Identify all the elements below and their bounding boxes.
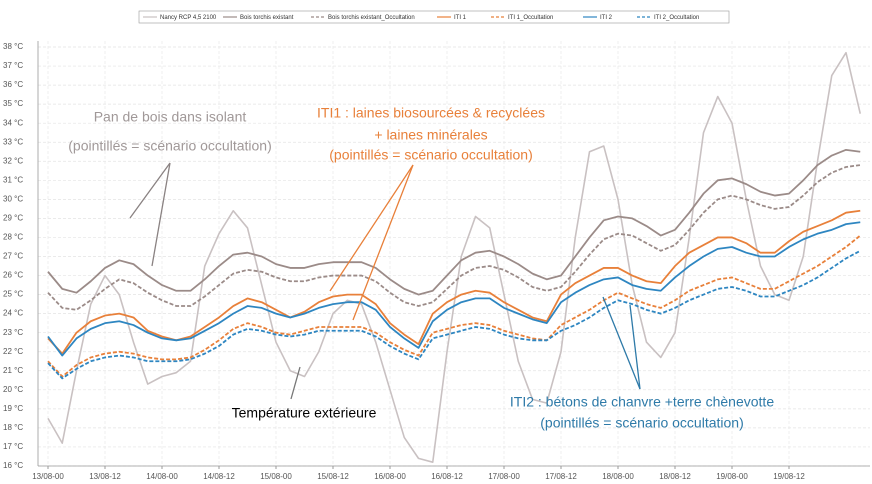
x-tick-label: 16/08-12 [431, 472, 463, 481]
y-tick-label: 26 °C [3, 271, 23, 280]
annotation: Température extérieure [232, 405, 377, 421]
y-tick-label: 27 °C [3, 252, 23, 261]
x-tick-label: 18/08-00 [602, 472, 634, 481]
x-tick-label: 13/08-12 [89, 472, 121, 481]
annotation: ITI1 : laines biosourcées & recyclées [317, 105, 545, 121]
annotation: + laines minérales [374, 127, 487, 143]
arrow [352, 164, 414, 321]
y-tick-label: 29 °C [3, 214, 23, 223]
series-line [47, 234, 861, 378]
x-tick-label: 17/08-00 [488, 472, 520, 481]
y-tick-label: 19 °C [3, 404, 23, 413]
y-tick-label: 36 °C [3, 80, 23, 89]
arrow [129, 162, 171, 219]
x-tick-label: 18/08-12 [659, 472, 691, 481]
y-tick-label: 22 °C [3, 347, 23, 356]
x-tick-label: 19/08-12 [773, 472, 805, 481]
legend-label: ITI 2 [600, 15, 613, 21]
y-tick-label: 30 °C [3, 194, 23, 203]
x-tick-label: 13/08-00 [32, 472, 64, 481]
y-tick-label: 18 °C [3, 423, 23, 432]
legend-label: Bois torchis existant [240, 15, 294, 21]
legend-box [138, 10, 730, 24]
y-tick-label: 24 °C [3, 309, 23, 318]
series-line [47, 249, 861, 380]
legend-label: ITI 2_Occultation [654, 15, 699, 21]
arrow [151, 162, 171, 267]
y-tick-label: 25 °C [3, 290, 23, 299]
x-tick-label: 14/08-12 [203, 472, 235, 481]
arrow [602, 296, 641, 390]
y-tick-label: 23 °C [3, 328, 23, 337]
legend-label: Nancy RCP 4,5 2100 [160, 15, 217, 21]
y-tick-label: 17 °C [3, 442, 23, 451]
x-tick-label: 16/08-00 [374, 472, 406, 481]
x-tick-label: 15/08-12 [317, 472, 349, 481]
y-tick-label: 34 °C [3, 118, 23, 127]
annotation: ITI2 : bétons de chanvre +terre chènevot… [510, 394, 774, 410]
series-line [47, 164, 861, 311]
legend: Nancy RCP 4,5 2100 Bois torchis existant B… [138, 10, 730, 24]
arrow [629, 304, 641, 390]
series-line [47, 51, 862, 463]
series-line [47, 148, 861, 296]
y-tick-label: 31 °C [3, 175, 23, 184]
annotation: (pointillés = scénario occultation) [329, 147, 533, 163]
annotation: Pan de bois dans isolant [94, 109, 247, 125]
annotation: (pointillés = scénario occultation) [540, 415, 744, 431]
annotation: (pointillés = scénario occultation) [68, 138, 272, 154]
y-tick-label: 32 °C [3, 156, 23, 165]
arrows [129, 162, 641, 400]
y-tick-label: 20 °C [3, 385, 23, 394]
legend-label: ITI 1 [454, 15, 467, 21]
y-tick-label: 35 °C [3, 99, 23, 108]
y-tick-label: 16 °C [3, 461, 23, 470]
y-tick-label: 28 °C [3, 233, 23, 242]
x-tick-label: 19/08-00 [716, 472, 748, 481]
legend-label: ITI 1_Occultation [508, 15, 553, 21]
series-line [47, 221, 861, 357]
legend-label: Bois torchis existant_Occultation [328, 15, 415, 21]
y-tick-label: 38 °C [3, 42, 23, 51]
x-tick-label: 14/08-00 [146, 472, 178, 481]
y-tick-label: 33 °C [3, 137, 23, 146]
x-tick-label: 15/08-00 [260, 472, 292, 481]
arrow [329, 164, 414, 292]
x-tick-label: 17/08-12 [545, 472, 577, 481]
y-tick-label: 37 °C [3, 61, 23, 70]
series-line [47, 209, 861, 355]
arrow [290, 366, 301, 400]
y-tick-label: 21 °C [3, 366, 23, 375]
